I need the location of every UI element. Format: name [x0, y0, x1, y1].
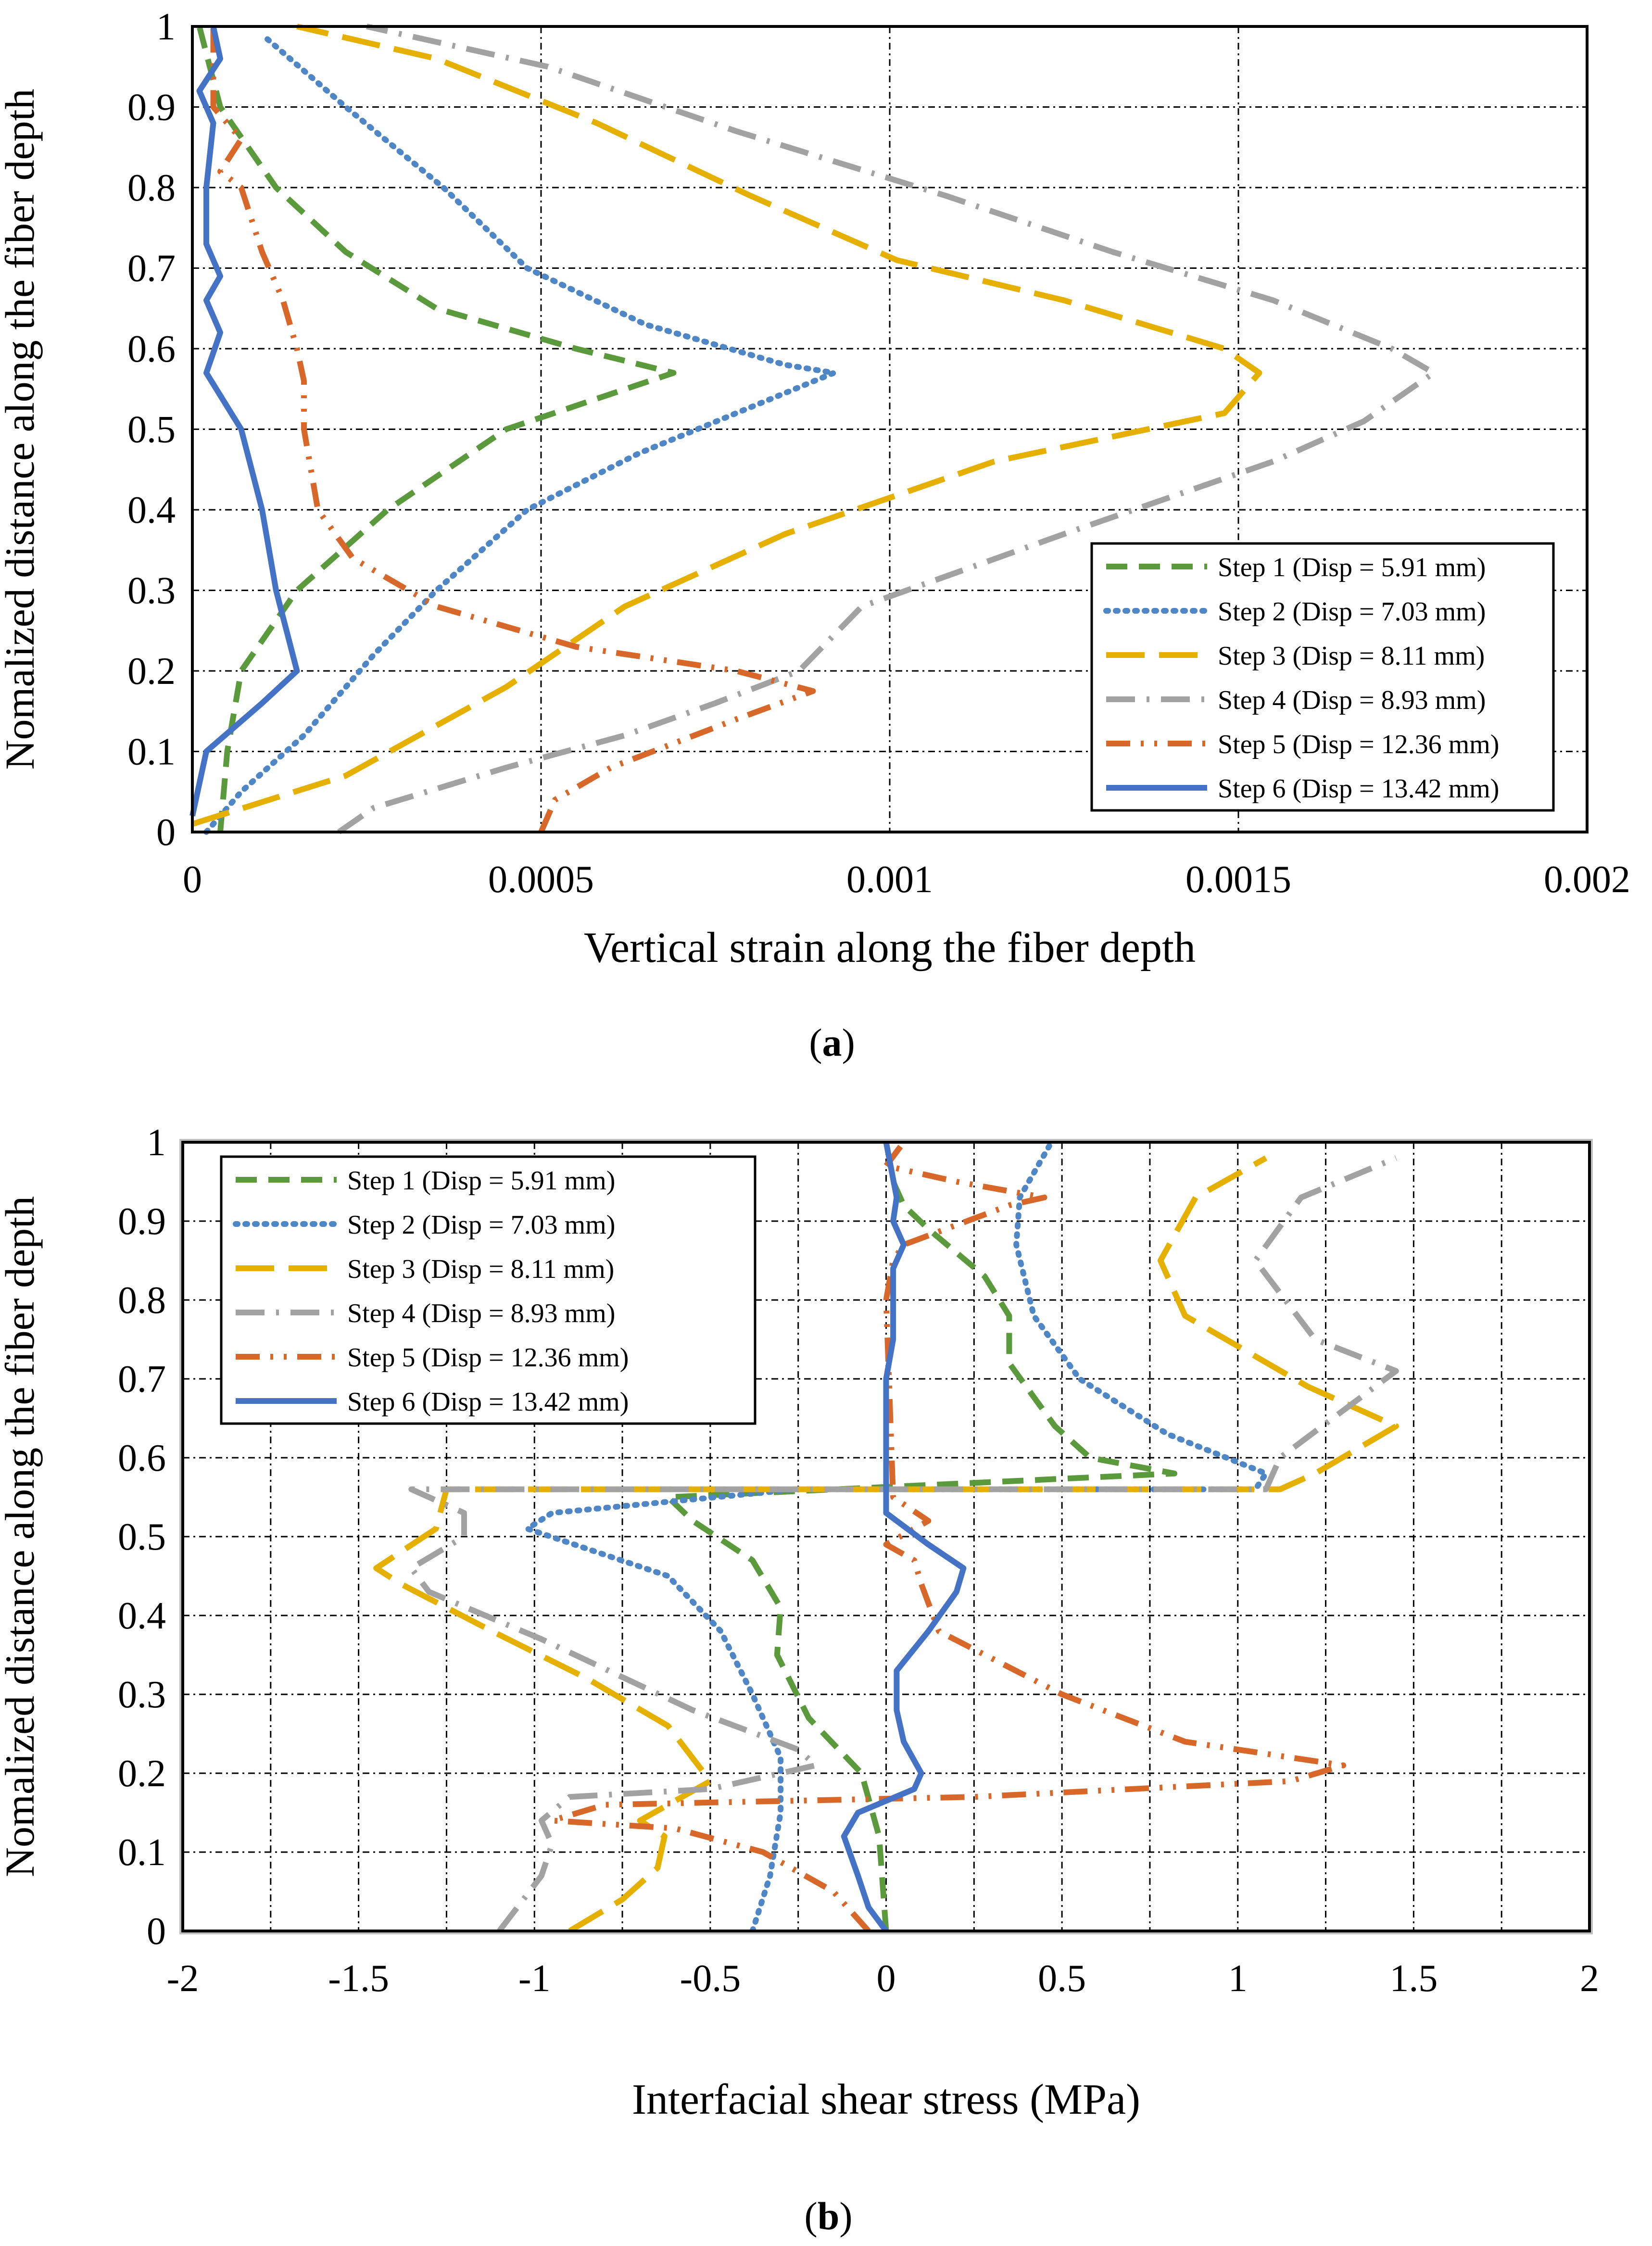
legend-box — [220, 1155, 757, 1425]
x-tick-label: -1 — [518, 1957, 551, 2000]
series-line-step-5 — [210, 26, 816, 833]
y-tick-label: 0.7 — [118, 1358, 166, 1401]
y-tick-label: 0 — [156, 811, 176, 854]
y-tick-label: 0.8 — [118, 1279, 166, 1322]
panel-label: (a) — [809, 1021, 855, 1064]
legend-label-step-1: Step 1 (Disp = 5.91 mm) — [347, 1166, 615, 1196]
x-tick-label: -1.5 — [328, 1957, 389, 2000]
x-tick-label: 0 — [183, 858, 202, 901]
legend-label-step-2: Step 2 (Disp = 7.03 mm) — [1218, 597, 1486, 627]
x-axis-title: Interfacial shear stress (MPa) — [632, 2076, 1140, 2123]
y-axis-title: Nomalized distance along the fiber depth — [0, 1196, 43, 1877]
legend-label-step-6: Step 6 (Disp = 13.42 mm) — [1218, 774, 1499, 804]
series-line-step-1 — [196, 25, 677, 833]
legend-label-step-5: Step 5 (Disp = 12.36 mm) — [347, 1343, 629, 1373]
series-line-step-1 — [665, 1180, 1178, 1931]
series-line-step-5 — [549, 1140, 1347, 1933]
legend-label-step-6: Step 6 (Disp = 13.42 mm) — [347, 1387, 629, 1417]
x-tick-label: 1.5 — [1389, 1957, 1438, 2000]
y-axis-title: Nomalized distance along the fiber depth — [0, 88, 43, 770]
x-tick-label: -0.5 — [680, 1957, 741, 2000]
x-tick-label: 0.001 — [846, 858, 933, 901]
y-tick-label: 0.9 — [118, 1200, 166, 1243]
x-tick-label: 0 — [877, 1957, 896, 2000]
legend-label-step-4: Step 4 (Disp = 8.93 mm) — [347, 1299, 615, 1328]
legend-label-step-3: Step 3 (Disp = 8.11 mm) — [1218, 641, 1485, 671]
legend-label-step-3: Step 3 (Disp = 8.11 mm) — [347, 1254, 614, 1284]
legend-label-step-4: Step 4 (Disp = 8.93 mm) — [1218, 685, 1486, 715]
y-tick-label: 0.4 — [127, 489, 176, 531]
series-line-step-3 — [373, 1155, 1399, 1934]
y-tick-label: 0.9 — [127, 87, 176, 129]
y-tick-label: 0.8 — [127, 167, 176, 209]
series-line-step-2 — [524, 1139, 1269, 1934]
series-line-step-6 — [841, 1141, 967, 1933]
panel-a: 0 0.0005 0.001 0.0015 0.002 0 0.1 0.2 0.3 0.4 0.5 0… — [0, 6, 1630, 1064]
x-tick-label: 2 — [1580, 1957, 1599, 2000]
y-tick-label: 0.5 — [127, 409, 176, 451]
legend-label-step-5: Step 5 (Disp = 12.36 mm) — [1218, 730, 1499, 759]
legend-box — [1090, 542, 1555, 812]
y-tick-label: 0.1 — [118, 1831, 166, 1874]
panel-b: -2 -1.5 -1 -0.5 0 0.5 1 1.5 2 0 0.1 0.2 0.3 0.4 0.5 0.6… — [0, 1122, 1599, 2238]
series-line-step-6 — [189, 25, 300, 817]
y-tick-label: 0.2 — [127, 650, 176, 693]
x-tick-label: 0.0005 — [488, 858, 594, 901]
y-tick-label: 0.4 — [118, 1595, 166, 1637]
y-tick-label: 0.6 — [118, 1437, 166, 1479]
y-tick-label: 1 — [156, 6, 176, 48]
x-tick-label: 0.5 — [1038, 1957, 1086, 2000]
series-line-step-2 — [203, 31, 837, 835]
legend-label-step-1: Step 1 (Disp = 5.91 mm) — [1218, 553, 1486, 582]
y-tick-label: 0.2 — [118, 1753, 166, 1795]
y-tick-label: 0.3 — [118, 1674, 166, 1716]
y-tick-label: 0 — [147, 1910, 166, 1953]
x-axis-title: Vertical strain along the fiber depth — [584, 924, 1196, 972]
legend-label-step-2: Step 2 (Disp = 7.03 mm) — [347, 1210, 615, 1240]
x-tick-label: 0.002 — [1544, 858, 1630, 901]
y-tick-label: 0.7 — [127, 248, 176, 290]
plot-frame — [181, 1141, 1591, 1932]
y-tick-label: 1 — [147, 1122, 166, 1164]
y-tick-label: 0.1 — [127, 731, 176, 773]
plot-frame-outer — [179, 1139, 1593, 1934]
plot-frame — [191, 25, 1589, 833]
y-tick-label: 0.3 — [127, 570, 176, 612]
series-line-step-4 — [408, 1155, 1399, 1933]
y-tick-label: 0.5 — [118, 1516, 166, 1558]
series-line-step-4 — [337, 24, 1437, 834]
y-tick-label: 0.6 — [127, 328, 176, 370]
x-tick-label: 0.0015 — [1185, 858, 1291, 901]
x-tick-label: -2 — [167, 1957, 199, 2000]
panel-label: (b) — [804, 2194, 852, 2238]
series-line-step-3 — [191, 24, 1262, 827]
x-tick-label: 1 — [1228, 1957, 1248, 2000]
